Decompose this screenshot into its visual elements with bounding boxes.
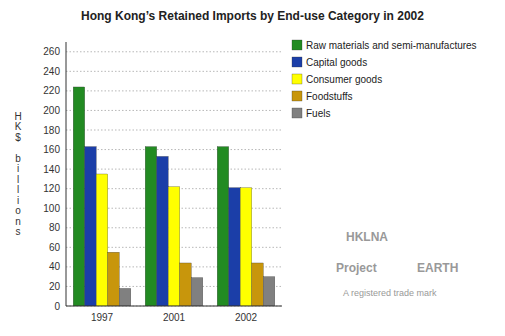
y-tick-label: 260 [43,46,60,57]
bar [108,252,120,306]
y-tick-label: 220 [43,85,60,96]
title: Hong Kong’s Retained Imports by End-use … [81,9,424,23]
y-axis-label-char [17,142,20,153]
bar [191,278,203,306]
bar [73,87,85,306]
bar [180,263,192,306]
grid-line [66,90,282,91]
y-tick-label: 240 [43,66,60,77]
y-axis-label-char: i [17,195,19,206]
y-axis-label-char: $ [15,132,21,143]
x-tick-label: 2002 [235,312,258,323]
grid-line [66,130,282,131]
grid-line [66,149,282,150]
legend-swatch [292,74,302,84]
bar [145,147,157,306]
bar [217,147,229,306]
y-axis-label-char: o [15,205,21,216]
x-tick-label: 2001 [163,312,186,323]
y-axis-label-char: l [17,184,19,195]
legend-label: Capital goods [306,57,367,68]
y-tick-label: 60 [49,242,61,253]
y-axis-label-char: n [15,216,21,227]
legend-swatch [292,108,302,118]
y-tick-label: 0 [54,301,60,312]
annotation: HKLNA [346,230,388,244]
y-tick-label: 80 [49,222,61,233]
y-axis-label: HK$ billions [14,111,21,238]
grid [66,52,282,306]
y-tick-label: 200 [43,105,60,116]
x-tick-label: 1997 [91,312,114,323]
bar [157,156,169,306]
y-tick-label: 140 [43,164,60,175]
y-tick-label: 40 [49,261,61,272]
chart: Hong Kong’s Retained Imports by End-use … [0,0,505,336]
grid-line [66,51,282,52]
legend-label: Consumer goods [306,74,382,85]
y-tick-label: 120 [43,183,60,194]
y-axis-label-char: i [17,163,19,174]
bar [252,263,264,306]
y-axis-label-char: b [15,153,21,164]
legend-label: Fuels [306,108,330,119]
annotation: A registered trade mark [343,288,437,298]
y-axis-label-char: H [14,111,21,122]
annotation: EARTH [417,261,458,275]
y-axis-label-char: s [16,226,21,237]
y-axis-label-char: K [15,121,22,132]
y-tick-label: 180 [43,125,60,136]
grid-line [66,110,282,111]
legend-label: Raw materials and semi-manufactures [306,40,477,51]
legend-swatch [292,91,302,101]
legend: Raw materials and semi-manufactures Capit… [292,40,477,119]
grid-line [66,169,282,170]
legend-swatch [292,40,302,50]
x-axis-line [66,306,282,307]
legend-swatch [292,57,302,67]
bar [229,188,241,306]
bar [96,174,108,306]
bar [85,147,97,306]
y-tick-label: 160 [43,144,60,155]
y-axis-label-char: l [17,174,19,185]
bars [73,87,275,306]
y-axis-line [66,42,67,306]
bar [240,188,252,306]
y-tick-label: 20 [49,281,61,292]
bar [263,277,275,306]
grid-line [66,306,282,307]
bar [119,288,131,306]
bar [168,187,180,306]
grid-line [66,71,282,72]
y-tick-label: 100 [43,203,60,214]
annotation: Project [336,261,377,275]
legend-label: Foodstuffs [306,91,353,102]
